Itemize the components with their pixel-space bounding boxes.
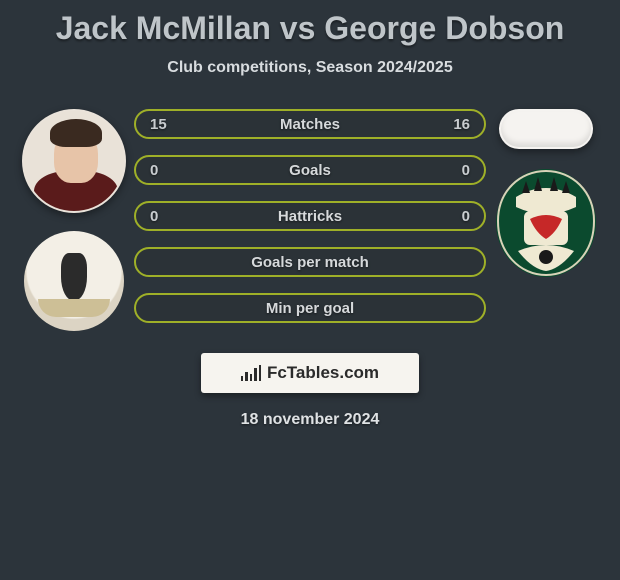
stat-label: Matches [136, 116, 484, 133]
player1-column [14, 109, 134, 331]
stat-row-hattricks: 0 Hattricks 0 [134, 201, 486, 231]
stat-value-left: 15 [150, 116, 172, 133]
stat-label: Min per goal [136, 300, 484, 317]
stat-value-right: 16 [448, 116, 470, 133]
player2-avatar [499, 109, 593, 149]
stat-row-min-per-goal: Min per goal [134, 293, 486, 323]
stat-value-right: 0 [448, 208, 470, 225]
date-line: 18 november 2024 [0, 411, 620, 429]
stat-row-matches: 15 Matches 16 [134, 109, 486, 139]
player1-avatar [22, 109, 126, 213]
stat-value-left: 0 [150, 208, 172, 225]
vs-separator: vs [271, 10, 324, 46]
stat-row-goals-per-match: Goals per match [134, 247, 486, 277]
player2-name: George Dobson [324, 10, 564, 46]
stats-column: 15 Matches 16 0 Goals 0 0 Hattricks 0 Go… [134, 109, 486, 323]
stat-label: Goals [136, 162, 484, 179]
stat-label: Goals per match [136, 254, 484, 271]
comparison-area: 15 Matches 16 0 Goals 0 0 Hattricks 0 Go… [0, 109, 620, 331]
branding-badge: FcTables.com [201, 353, 419, 393]
page-title: Jack McMillan vs George Dobson [0, 0, 620, 47]
player2-column [486, 109, 606, 279]
stat-value-left: 0 [150, 162, 172, 179]
stat-label: Hattricks [136, 208, 484, 225]
stat-row-goals: 0 Goals 0 [134, 155, 486, 185]
stat-value-right: 0 [448, 162, 470, 179]
player1-name: Jack McMillan [56, 10, 271, 46]
player2-club-crest-icon [494, 167, 598, 279]
chart-icon [241, 365, 261, 381]
player1-club-crest-icon [24, 231, 124, 331]
branding-text: FcTables.com [267, 363, 379, 383]
subtitle: Club competitions, Season 2024/2025 [0, 59, 620, 77]
